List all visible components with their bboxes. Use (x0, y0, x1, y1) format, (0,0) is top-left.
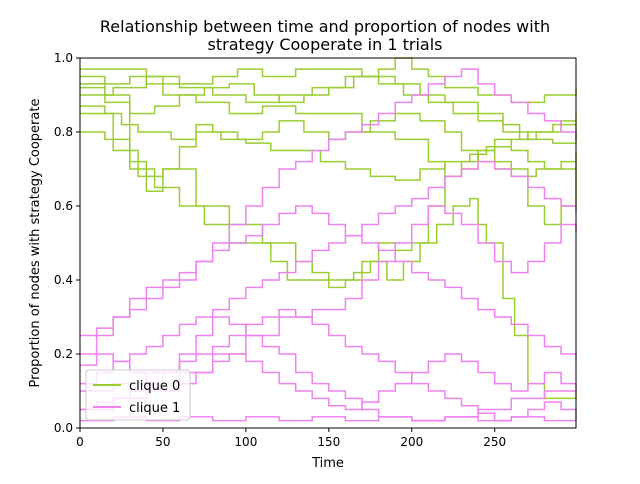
x-tick-label: 250 (483, 435, 506, 449)
legend: clique 0 clique 1 (85, 369, 191, 421)
x-tick-label: 200 (400, 435, 423, 449)
y-axis-label: Proportion of nodes with strategy Cooper… (28, 99, 43, 388)
series-lines (80, 57, 577, 422)
chart-title-line2: strategy Cooperate in 1 trials (208, 35, 443, 54)
y-tick-label: 0.4 (54, 273, 73, 287)
x-axis-label: Time (311, 456, 344, 471)
series-line-clique-1-14 (80, 160, 577, 385)
series-line-clique-1-11 (80, 316, 576, 422)
y-tick-label: 0.8 (54, 125, 73, 139)
x-tick-label: 100 (234, 435, 257, 449)
series-line-clique-1-13 (80, 205, 577, 362)
plot-area-frame (79, 57, 577, 429)
legend-label-clique-0: clique 0 (129, 379, 180, 394)
x-tick-label: 0 (76, 435, 84, 449)
y-tick-label: 0.0 (54, 421, 73, 435)
x-tick-label: 50 (155, 435, 170, 449)
y-tick-label: 1.0 (54, 51, 73, 65)
x-tick-label: 150 (317, 435, 340, 449)
y-tick-label: 0.6 (54, 199, 73, 213)
series-line-clique-0-0 (80, 83, 577, 400)
series-line-clique-0-7 (80, 75, 577, 144)
legend-label-clique-1: clique 1 (129, 401, 180, 416)
x-axis-ticks: 0 50 100 150 200 250 (76, 428, 506, 449)
series-line-clique-0-4 (80, 105, 577, 181)
y-axis-ticks: 0.0 0.2 0.4 0.6 0.8 1.0 (54, 51, 80, 435)
series-line-clique-0-5 (80, 68, 577, 141)
chart-title-line1: Relationship between time and proportion… (100, 17, 550, 36)
y-tick-label: 0.2 (54, 347, 73, 361)
